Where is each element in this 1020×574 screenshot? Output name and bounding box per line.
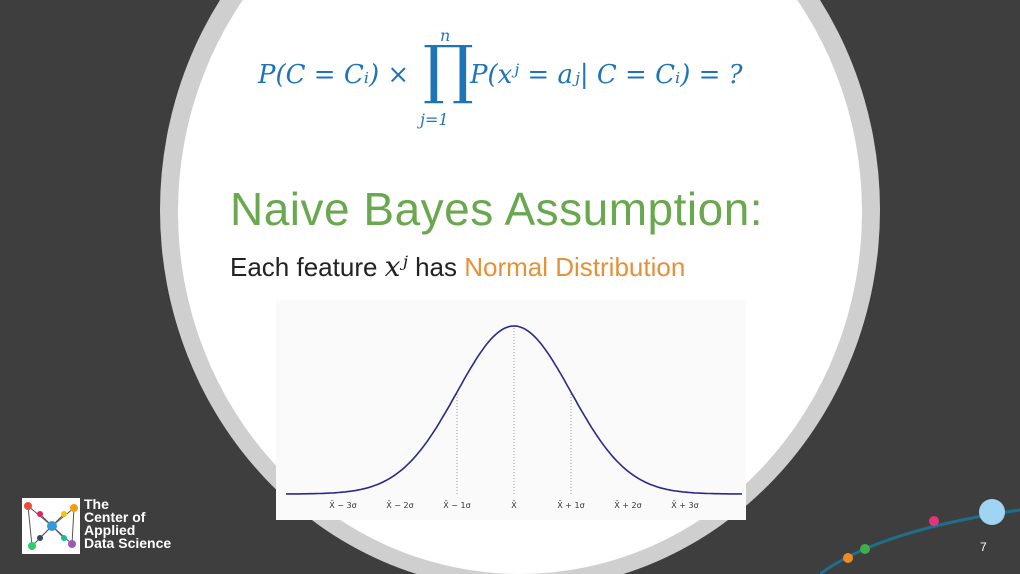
tick-label: X̄ + 2σ [614,500,641,510]
normal-distribution-plot: X̄ − 3σ X̄ − 2σ X̄ − 1σ X̄ X̄ + 1σ X̄ + 2σ X̄ … [276,300,746,520]
product-upper-limit: n [440,26,451,45]
tick-label: X̄ + 1σ [557,500,584,510]
tick-label: X̄ − 2σ [386,500,413,510]
decorative-dots [820,499,1020,574]
product-symbol: ∏ [423,33,474,107]
logo-line: Data Science [84,535,172,551]
product-lower-limit: j=1 [420,110,449,129]
tick-label: X̄ − 3σ [329,500,356,510]
bayes-formula: P(C = Cᵢ) × n ∏ j=1 P(xʲ = aⱼ| C = Cᵢ) =… [258,18,778,138]
cads-logo: The Center of Applied Data Science [22,496,202,558]
subtitle-prefix: Each feature [230,252,385,282]
logo-line: Center of [84,509,146,525]
tick-label: X̄ − 1σ [443,500,470,510]
logo-line: Applied [84,522,136,538]
logo-text: The Center of Applied Data Science [84,496,172,551]
bell-curve-line [286,325,742,495]
page-number: 7 [980,540,987,554]
subtitle-middle: has [407,252,465,282]
feature-symbol: xʲ [384,250,408,283]
subtitle-line: Each feature xʲ has Normal Distribution [230,250,685,283]
logo-line: The [84,496,109,512]
formula-likelihood: P(xʲ = aⱼ| C = Cᵢ) = ? [470,60,743,90]
formula-prior: P(C = Cᵢ) × [258,60,410,90]
normal-distribution-label: Normal Distribution [464,252,686,282]
slide-title: Naive Bayes Assumption: [230,183,764,235]
tick-label: X̄ [511,500,517,510]
tick-label: X̄ + 3σ [671,500,698,510]
network-logo-icon [22,498,80,554]
bell-curve-svg: X̄ − 3σ X̄ − 2σ X̄ − 1σ X̄ X̄ + 1σ X̄ + 2σ X̄ … [286,325,742,510]
